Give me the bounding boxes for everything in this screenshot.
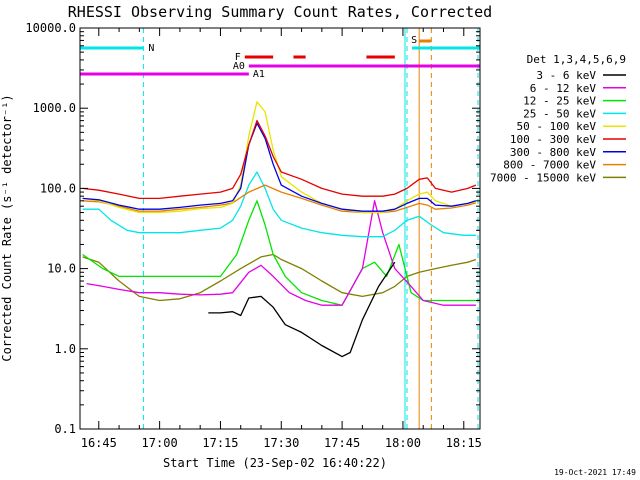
flare-label: F [235, 52, 241, 63]
legend-label: 100 - 300 keV [510, 133, 596, 146]
legend-label: 25 - 50 keV [523, 107, 596, 120]
timestamp: 19-Oct-2021 17:49 [554, 468, 636, 477]
legend-label: 7000 - 15000 keV [490, 171, 596, 184]
series-line-300-800keV [82, 122, 477, 212]
y-axis: 0.1 1.0 10.0 100.0 1000.0 10000.0 [25, 21, 480, 436]
series-line-800-7000keV [82, 184, 477, 214]
series-line-25-50keV [82, 171, 476, 238]
legend-label: 12 - 25 keV [523, 95, 596, 108]
x-tick-label: 17:00 [142, 436, 178, 450]
y-tick-label: 100.0 [40, 181, 76, 195]
series-line-6-12keV [86, 200, 476, 306]
y-axis-label: Corrected Count Rate (s⁻¹ detector⁻¹) [0, 94, 14, 361]
night-label: N [148, 43, 154, 54]
a1-label: A1 [253, 69, 265, 80]
x-tick-label: 17:30 [263, 436, 299, 450]
legend-label: 800 - 7000 keV [503, 159, 596, 172]
legend-label: 50 - 100 keV [517, 120, 597, 133]
y-tick-label: 10.0 [47, 262, 76, 276]
x-tick-label: 17:15 [202, 436, 238, 450]
legend-label: 3 - 6 keV [536, 69, 596, 82]
y-tick-label: 10000.0 [25, 21, 76, 35]
x-tick-label: 17:45 [324, 436, 360, 450]
a0-label: A0 [233, 61, 245, 72]
y-tick-label: 0.1 [54, 422, 76, 436]
legend-label: 6 - 12 keV [530, 82, 597, 95]
y-tick-label: 1.0 [54, 342, 76, 356]
chart-title: RHESSI Observing Summary Count Rates, Co… [68, 3, 492, 21]
x-tick-label: 18:15 [446, 436, 482, 450]
legend-label: 300 - 800 keV [510, 146, 596, 159]
series-line-50-100keV [82, 101, 477, 214]
series-line-12-25keV [82, 200, 480, 306]
y-tick-label: 1000.0 [33, 101, 76, 115]
saa-label: S [411, 35, 417, 46]
series-line-100-300keV [82, 119, 477, 200]
series-line-3-6keV [208, 261, 396, 358]
x-tick-label: 16:45 [81, 436, 117, 450]
x-axis-label: Start Time (23-Sep-02 16:40:22) [163, 456, 387, 470]
x-tick-label: 18:00 [385, 436, 421, 450]
series-line-7000-15000keV [82, 253, 477, 302]
plot-area: N FA0 A1 S [79, 28, 480, 429]
legend-title: Det 1,3,4,5,6,9 [527, 53, 626, 66]
plot-frame [79, 27, 481, 430]
x-axis: 16:45 17:00 17:15 17:30 17:45 18:00 18:15 [81, 28, 482, 450]
